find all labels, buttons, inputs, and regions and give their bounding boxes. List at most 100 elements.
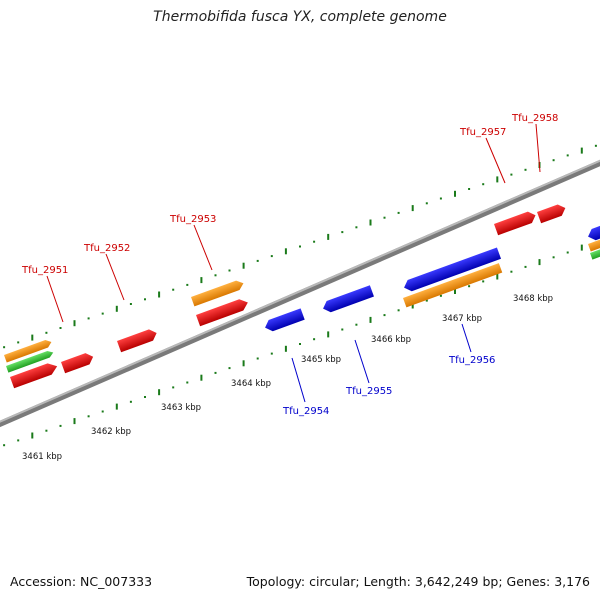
upper-ruler-tick [496,176,499,183]
upper-ruler-tick [566,154,569,157]
lower-ruler-tick [242,360,245,367]
tick-label-3463: 3463 kbp [161,403,201,413]
lower-ruler-tick [115,403,118,410]
lower-ruler-tick [538,259,541,266]
lower-ruler-tick [510,270,513,273]
genome-stats-text: Topology: circular; Length: 3,642,249 bp… [246,574,590,589]
upper-ruler-tick [369,219,372,226]
upper-ruler-tick [214,274,217,277]
upper-ruler-tick [524,168,527,171]
upper-ruler-tick [129,303,132,305]
gene-feature-red-6 [537,204,566,224]
lower-ruler-tick [439,294,442,297]
tick-label-3468: 3468 kbp [513,294,553,304]
upper-ruler-tick [186,283,189,286]
upper-ruler-tick [510,173,513,176]
upper-ruler-tick [468,188,471,190]
gene-feature-blue-4 [588,220,600,241]
lower-ruler-tick [214,371,217,374]
upper-ruler-tick [228,269,231,272]
gene-feature-blue-2 [323,285,374,313]
lower-ruler-tick [172,386,175,389]
gene-feature-green-2 [590,242,600,260]
lower-ruler-tick [186,381,189,384]
upper-ruler-tick [355,226,358,229]
upper-ruler-tick [580,147,583,154]
gene-features [4,204,600,389]
gene-feature-red-3 [117,329,157,353]
lower-ruler-tick [256,357,259,360]
gene-feature-green-1 [6,350,54,373]
tick-label-3466: 3466 kbp [371,335,411,345]
upper-ruler-tick [439,197,442,200]
lower-ruler-tick [284,345,287,352]
upper-ruler-tick [115,305,118,312]
upper-ruler-tick [256,259,259,262]
upper-ruler-tick [101,312,104,315]
tick-label-3461: 3461 kbp [22,452,62,462]
lower-ruler-tick [383,314,386,317]
gene-feature-orange-1 [4,339,52,363]
gene-label-tfu-2955: Tfu_2955 [345,386,392,397]
leader-lines [46,123,541,403]
gene-feature-orange-2 [191,280,244,307]
lower-ruler-tick [200,374,203,381]
lower-ruler-tick [73,418,76,425]
lower-ruler-tick [45,429,48,432]
upper-ruler-tick [284,248,287,255]
lower-ruler-tick [355,323,358,326]
upper-ruler-tick [397,211,400,214]
gene-label-tfu-2954: Tfu_2954 [282,406,329,417]
gene-label-tfu-2957: Tfu_2957 [459,127,506,138]
lower-ruler-tick [31,432,34,439]
gene-feature-red-1 [10,363,58,389]
upper-ruler-tick [172,288,175,291]
upper-ruler-tick [45,331,48,334]
upper-ruler-tick [454,190,456,197]
upper-ruler-tick [299,245,301,248]
upper-ruler-tick [411,205,414,212]
upper-ruler-tick [594,144,597,147]
upper-ruler-tick [59,327,62,329]
upper-ruler-tick [73,320,76,327]
map-title: Thermobifida fusca YX, complete genome [153,9,447,25]
lower-ruler-tick [299,343,301,345]
gene-label-tfu-2956: Tfu_2956 [448,355,495,366]
lower-ruler-tick [566,251,569,254]
lower-ruler-tick [580,244,583,251]
lower-ruler-tick [411,302,414,309]
lower-ruler-tick [341,328,344,331]
lower-ruler-tick [425,299,428,302]
lower-ruler-tick [397,309,400,312]
tick-label-3462: 3462 kbp [91,427,131,437]
lower-ruler-tick [59,424,62,427]
upper-ruler-tick [242,262,245,269]
gene-feature-blue-1 [265,308,305,332]
upper-ruler-tick [383,216,386,219]
lower-ruler-tick [552,256,555,259]
lower-ruler-tick [144,396,146,398]
tick-label-3464: 3464 kbp [231,379,271,389]
gene-feature-red-2 [61,353,94,374]
lower-ruler-tick [158,389,161,396]
accession-text: Accession: NC_007333 [10,574,153,589]
upper-ruler-tick [270,255,273,258]
lower-ruler-tick [482,280,485,283]
gene-label-tfu-2952: Tfu_2952 [83,243,130,254]
lower-ruler-tick [87,415,90,418]
lower-ruler-tick [313,338,316,341]
lower-ruler-tick [228,367,231,370]
upper-ruler-tick [144,298,146,301]
upper-ruler-tick [158,291,161,298]
upper-ruler-tick [341,231,344,234]
gene-feature-red-5 [494,211,536,236]
gene-label-tfu-2958: Tfu_2958 [511,113,558,124]
upper-ruler-tick [313,240,316,243]
gene-label-tfu-2953: Tfu_2953 [169,214,216,225]
lower-ruler-tick [327,331,330,338]
upper-ruler [3,144,597,349]
lower-ruler-tick [129,400,132,403]
backbone [0,92,600,497]
lower-ruler [3,241,597,447]
